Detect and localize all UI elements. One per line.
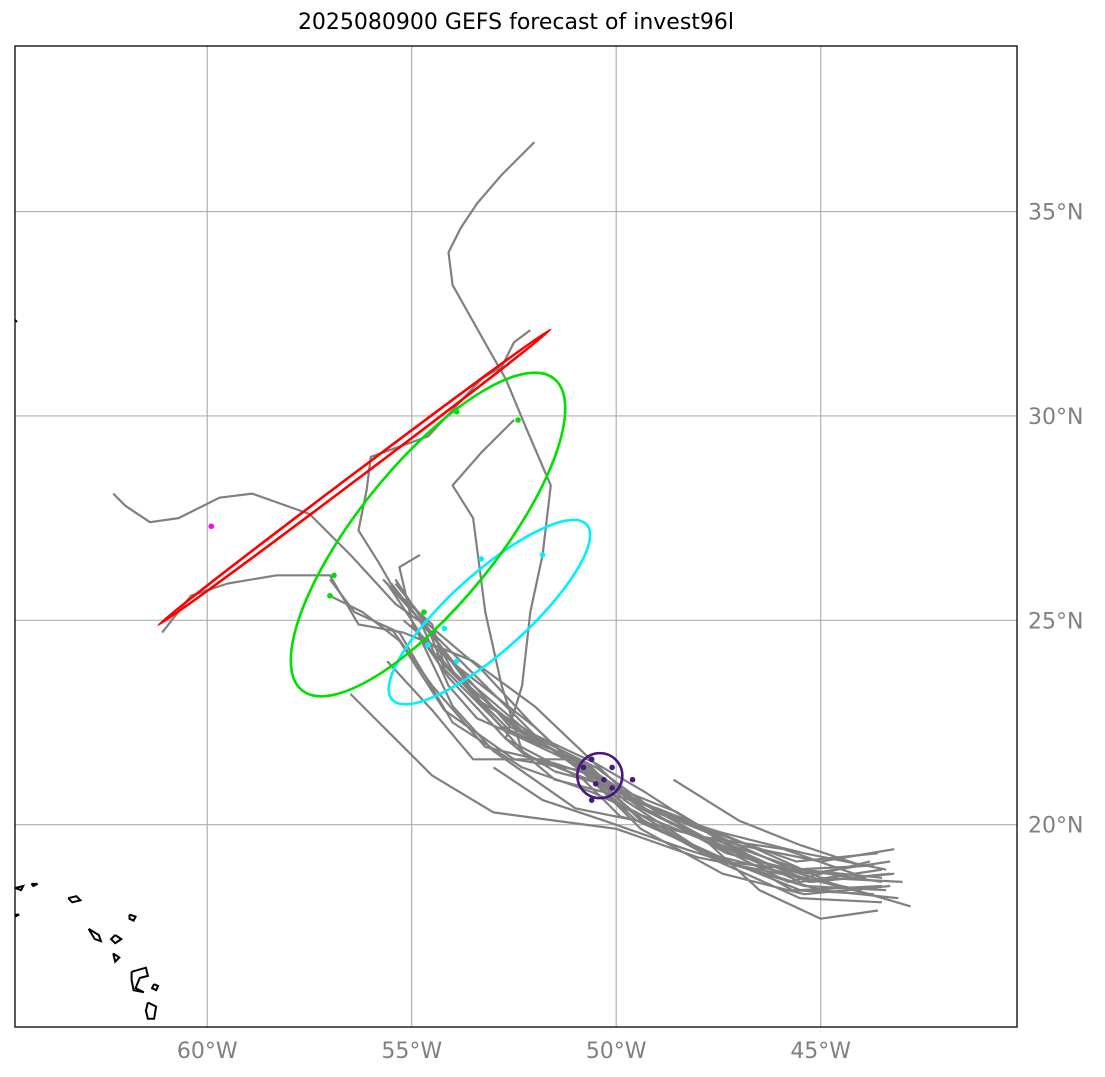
green-ellipse bbox=[289, 371, 567, 698]
forecast-point bbox=[453, 658, 460, 664]
ensemble-track bbox=[161, 574, 879, 920]
ensemble-track bbox=[672, 778, 862, 867]
forecast-point bbox=[515, 417, 521, 423]
forecast-point bbox=[588, 797, 595, 803]
plot-area bbox=[15, 141, 912, 1020]
red-ellipse bbox=[157, 328, 552, 627]
map-title: 2025080900 GEFS forecast of invest96l bbox=[297, 10, 735, 35]
ensemble-track bbox=[329, 578, 883, 904]
lat-tick-label: 25°N bbox=[1028, 609, 1083, 634]
lon-tick-label: 60°W bbox=[177, 1039, 238, 1064]
gridlines bbox=[15, 46, 1017, 1027]
lat-tick-label: 20°N bbox=[1028, 814, 1083, 839]
plot-frame bbox=[14, 45, 1018, 1028]
lat-tick-label: 30°N bbox=[1028, 405, 1083, 430]
axis-labels: 60°W 55°W 50°W 45°W 35°N 30°N 25°N 20°N bbox=[177, 201, 1084, 1064]
ensemble-track bbox=[349, 693, 862, 892]
forecast-point bbox=[592, 780, 599, 787]
ensemble-track bbox=[439, 648, 895, 884]
coastline bbox=[109, 934, 124, 945]
coastline bbox=[130, 966, 150, 994]
ensemble-track bbox=[414, 615, 871, 884]
coastline bbox=[112, 952, 121, 964]
ensemble-track bbox=[492, 766, 874, 896]
coastline bbox=[87, 928, 103, 943]
lon-tick-label: 50°W bbox=[586, 1039, 647, 1064]
forecast-point bbox=[580, 764, 587, 771]
forecast-point bbox=[539, 552, 546, 558]
lon-tick-label: 55°W bbox=[381, 1039, 442, 1064]
forecast-point bbox=[478, 556, 485, 562]
ensemble-track bbox=[382, 578, 887, 892]
coastline bbox=[150, 983, 160, 992]
coastline bbox=[144, 1001, 158, 1020]
cyan-ellipse bbox=[387, 518, 592, 706]
purple-ellipse bbox=[576, 751, 624, 800]
forecast-point bbox=[441, 625, 448, 632]
forecast-point bbox=[609, 785, 615, 791]
forecast-point bbox=[588, 756, 595, 763]
forecast-point bbox=[453, 409, 460, 415]
forecast-point bbox=[609, 764, 615, 771]
coastline bbox=[15, 884, 26, 892]
coastline bbox=[15, 913, 20, 918]
uncertainty-ellipses bbox=[157, 328, 624, 800]
forecast-point bbox=[208, 523, 215, 530]
forecast-point bbox=[331, 572, 337, 579]
forecast-point bbox=[601, 776, 607, 783]
coastlines bbox=[15, 319, 160, 1020]
forecast-points bbox=[208, 409, 636, 803]
coastline bbox=[67, 895, 83, 904]
forecast-point bbox=[629, 776, 636, 783]
forecast-point bbox=[327, 592, 333, 599]
ensemble-tracks bbox=[112, 141, 912, 920]
coastline bbox=[128, 913, 138, 923]
coastline bbox=[30, 882, 38, 888]
forecast-point bbox=[421, 609, 427, 615]
lon-tick-label: 45°W bbox=[790, 1039, 851, 1064]
lat-tick-label: 35°N bbox=[1028, 201, 1083, 226]
forecast-point bbox=[425, 642, 431, 648]
